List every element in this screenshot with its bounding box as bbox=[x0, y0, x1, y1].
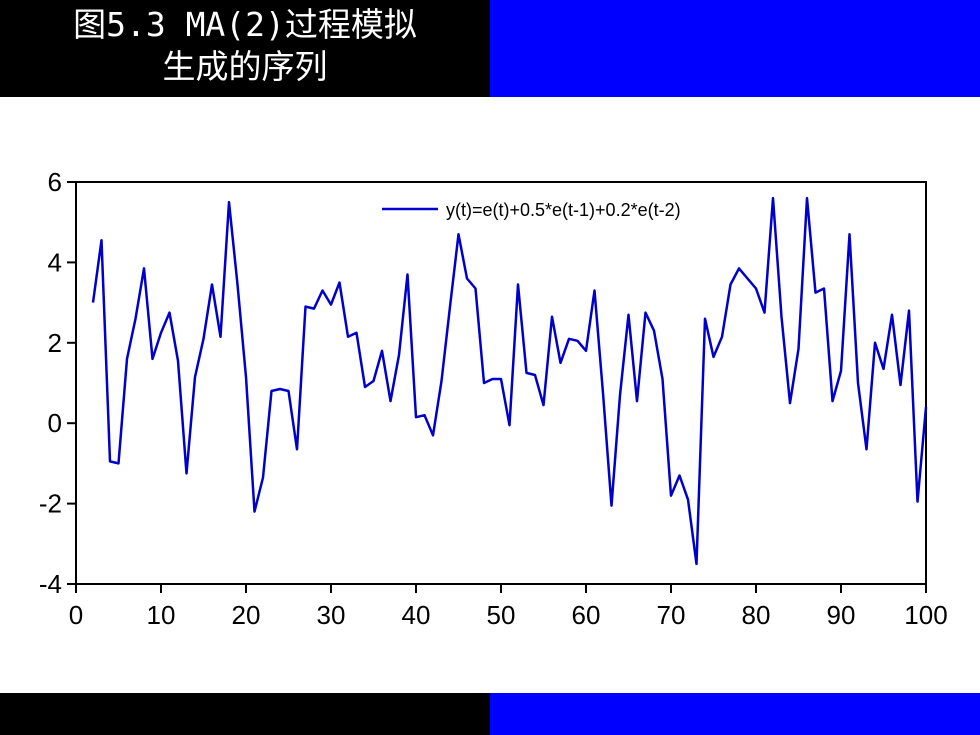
header-band-right bbox=[490, 0, 980, 97]
x-tick-label: 10 bbox=[147, 600, 176, 630]
x-tick-label: 80 bbox=[742, 600, 771, 630]
slide-title-line-2: 生成的序列 bbox=[162, 47, 328, 86]
x-tick-label: 50 bbox=[487, 600, 516, 630]
x-tick-label: 0 bbox=[69, 600, 83, 630]
header-band-left bbox=[0, 0, 490, 97]
series-line bbox=[91, 196, 928, 566]
x-tick-label: 90 bbox=[827, 600, 856, 630]
x-tick-label: 30 bbox=[317, 600, 346, 630]
slide-title: 图5.3 MA(2)过程模拟 生成的序列 bbox=[0, 4, 490, 88]
footer-band-left bbox=[0, 693, 490, 735]
x-tick-label: 100 bbox=[904, 600, 947, 630]
y-tick-label: 4 bbox=[48, 247, 62, 277]
y-tick-label: -4 bbox=[39, 569, 62, 599]
footer-band-right bbox=[490, 693, 980, 735]
y-tick-label: 2 bbox=[48, 328, 62, 358]
slide-title-line-1: 图5.3 MA(2)过程模拟 bbox=[73, 5, 417, 44]
y-tick-label: -2 bbox=[39, 489, 62, 519]
legend-label: y(t)=e(t)+0.5*e(t-1)+0.2*e(t-2) bbox=[446, 200, 681, 220]
y-tick-label: 6 bbox=[48, 167, 62, 197]
x-tick-label: 40 bbox=[402, 600, 431, 630]
x-tick-label: 20 bbox=[232, 600, 261, 630]
x-tick-label: 60 bbox=[572, 600, 601, 630]
y-tick-label: 0 bbox=[48, 408, 62, 438]
x-tick-label: 70 bbox=[657, 600, 686, 630]
